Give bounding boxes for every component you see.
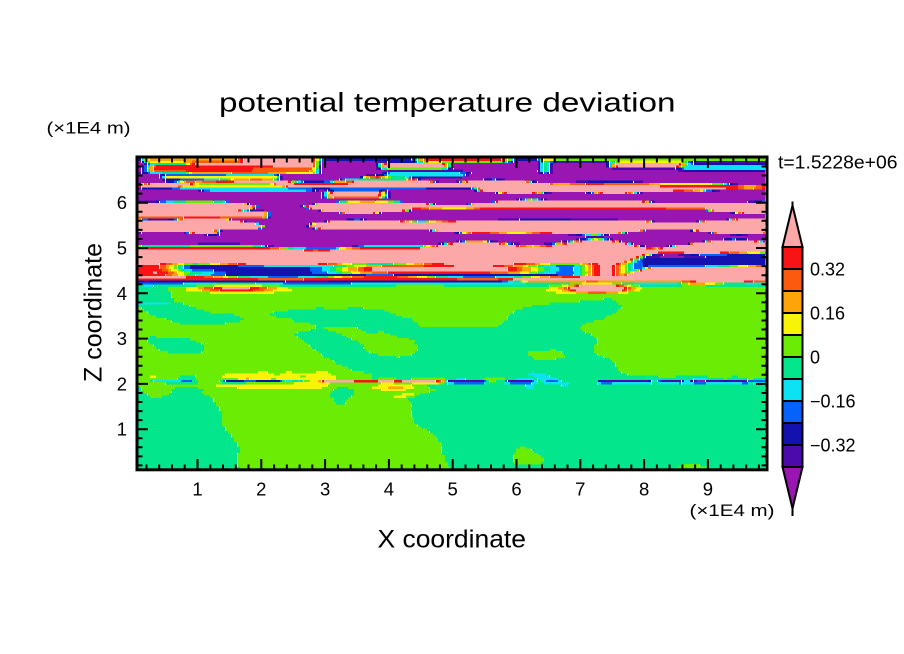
svg-text:3: 3 <box>117 328 127 349</box>
svg-text:2: 2 <box>256 479 266 500</box>
svg-text:1: 1 <box>192 479 202 500</box>
svg-text:3: 3 <box>320 479 330 500</box>
svg-text:0: 0 <box>810 347 820 367</box>
svg-text:4: 4 <box>117 283 127 304</box>
svg-text:6: 6 <box>117 192 127 213</box>
svg-text:2: 2 <box>117 373 127 394</box>
svg-text:t=1.5228e+06: t=1.5228e+06 <box>778 153 898 173</box>
svg-text:−0.32: −0.32 <box>810 435 856 455</box>
svg-text:8: 8 <box>639 479 649 500</box>
svg-text:0.32: 0.32 <box>810 259 845 279</box>
svg-text:4: 4 <box>384 479 394 500</box>
svg-text:(×1E4 m): (×1E4 m) <box>690 502 775 520</box>
svg-text:0.16: 0.16 <box>810 303 845 323</box>
svg-text:potential temperature deviatio: potential temperature deviation <box>219 88 676 118</box>
svg-text:X coordinate: X coordinate <box>378 526 527 554</box>
svg-text:9: 9 <box>703 479 713 500</box>
svg-text:6: 6 <box>511 479 521 500</box>
svg-text:1: 1 <box>117 419 127 440</box>
svg-text:(×1E4 m): (×1E4 m) <box>47 120 131 138</box>
svg-text:5: 5 <box>117 238 127 259</box>
svg-text:Z coordinate: Z coordinate <box>80 243 108 382</box>
svg-text:−0.16: −0.16 <box>810 391 856 411</box>
svg-text:5: 5 <box>448 479 458 500</box>
svg-text:7: 7 <box>575 479 585 500</box>
